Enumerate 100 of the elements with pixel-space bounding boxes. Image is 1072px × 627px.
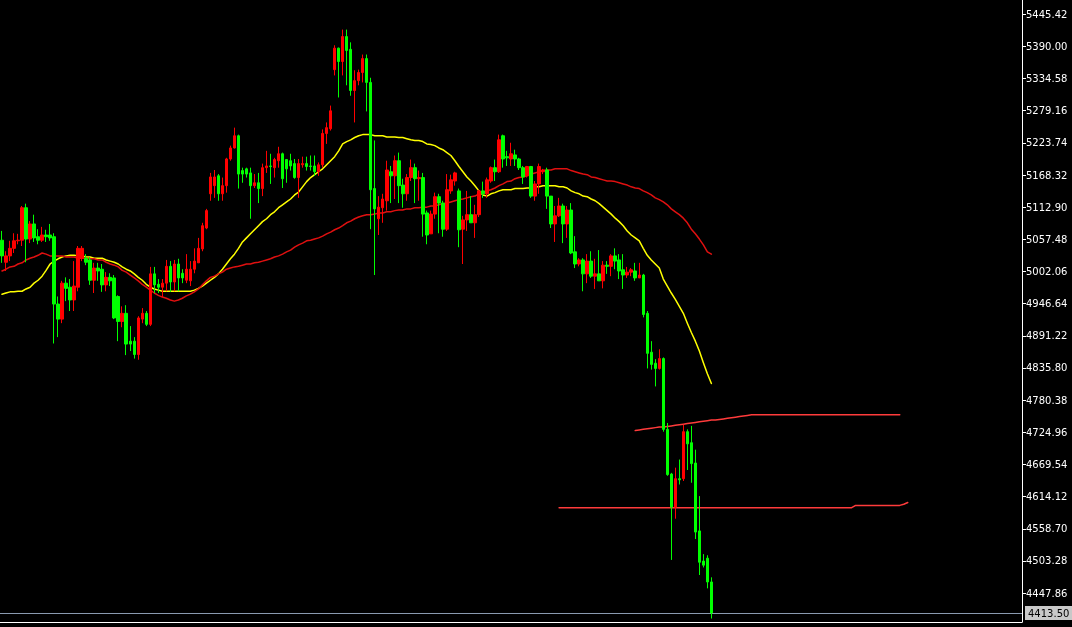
candlestick <box>609 253 613 277</box>
candlestick <box>501 134 505 169</box>
candlestick <box>68 278 72 312</box>
y-tick-label: 4447.86 <box>1026 587 1068 599</box>
y-tick-label: 4503.28 <box>1026 555 1068 567</box>
y-tick-label: 4558.70 <box>1026 523 1068 535</box>
candlestick <box>445 173 449 232</box>
candlestick <box>509 142 513 167</box>
y-tick-label: 5334.58 <box>1026 73 1068 85</box>
y-tick-label: 4835.80 <box>1026 362 1068 374</box>
y-tick-label: 5445.42 <box>1026 8 1068 20</box>
candlestick <box>377 195 380 236</box>
candlestick <box>237 134 240 190</box>
candlestick <box>104 271 108 292</box>
line-series <box>1 168 713 302</box>
candlestick <box>32 214 36 243</box>
candlestick <box>605 260 609 275</box>
candlestick <box>88 256 92 286</box>
candlestick <box>389 165 393 204</box>
candlestick <box>40 226 44 243</box>
y-tick-label: 4669.54 <box>1026 458 1068 470</box>
candlestick <box>497 134 501 174</box>
candlestick <box>341 29 344 76</box>
candlestick <box>149 266 152 327</box>
candlestick <box>525 165 529 179</box>
candlestick <box>629 267 633 277</box>
line-series <box>1 133 713 385</box>
candlestick <box>209 172 212 202</box>
candlestick <box>577 257 581 267</box>
candlestick <box>529 165 533 199</box>
candlestick <box>313 155 316 177</box>
candlestick <box>493 159 497 182</box>
candlestick <box>309 155 312 172</box>
candlestick <box>678 459 681 485</box>
candlestick <box>28 220 32 244</box>
y-tick-label: 5279.16 <box>1026 105 1068 117</box>
candlestick <box>337 47 340 98</box>
candlestick <box>145 310 148 327</box>
y-tick-label: 4780.38 <box>1026 394 1068 406</box>
candlestick <box>601 260 605 289</box>
y-tick-label: 4614.12 <box>1026 491 1068 503</box>
candlestick <box>24 203 28 263</box>
candlestick <box>481 181 485 199</box>
candlestick <box>92 262 96 294</box>
candlestick <box>297 158 300 199</box>
candlestick <box>153 266 156 294</box>
candlestick <box>585 253 589 284</box>
candlestick <box>589 250 593 279</box>
candlestick <box>638 262 641 279</box>
candlestick <box>625 266 629 279</box>
candlestick <box>213 169 216 199</box>
candlestick <box>253 173 256 189</box>
candlestick <box>120 305 124 328</box>
candlestick <box>305 156 308 172</box>
candlestick <box>581 257 585 292</box>
candlestick <box>457 188 461 248</box>
candlestick <box>249 167 252 220</box>
candlestick <box>361 54 364 83</box>
candlestick <box>561 203 565 244</box>
y-tick-label: 5168.32 <box>1026 169 1068 181</box>
y-tick-label: 5112.90 <box>1026 201 1068 213</box>
y-tick-label: 5057.48 <box>1026 233 1068 245</box>
ref-line-label: 4413.50 <box>1028 607 1070 619</box>
candlestick <box>293 158 296 180</box>
candlestick <box>169 260 172 293</box>
y-tick-label: 4946.64 <box>1026 298 1068 310</box>
candlestick <box>469 195 473 224</box>
y-tick-label: 4724.96 <box>1026 426 1068 438</box>
candlestick <box>513 149 517 167</box>
candlestick <box>173 259 176 292</box>
line-series <box>634 414 901 432</box>
candlestick <box>417 170 421 202</box>
candlestick <box>177 258 180 292</box>
candlestick <box>437 193 441 234</box>
candlestick <box>593 258 597 290</box>
candlestick <box>100 263 104 293</box>
candlestick <box>333 44 336 76</box>
candlestick <box>658 348 661 371</box>
y-tick-label: 5223.74 <box>1026 137 1068 149</box>
candlestick <box>269 153 272 185</box>
candlestick <box>597 249 601 282</box>
candlestick <box>397 152 401 204</box>
candlestick <box>257 172 260 204</box>
candlestick <box>674 467 677 520</box>
y-tick-label: 4891.22 <box>1026 330 1068 342</box>
candlestick <box>60 280 64 324</box>
candlestick <box>185 253 188 284</box>
candlestick <box>682 424 685 482</box>
candlestick <box>413 163 417 204</box>
candlestick <box>124 304 128 356</box>
candlestick <box>0 230 4 264</box>
candlestick <box>217 173 220 202</box>
candlestick <box>393 155 397 200</box>
candlestick <box>621 253 625 290</box>
y-tick-label: 5390.00 <box>1026 40 1068 52</box>
candlestick <box>281 152 284 189</box>
candlestick <box>633 262 637 282</box>
candlestick <box>565 205 569 239</box>
y-tick-label: 5002.06 <box>1026 266 1068 278</box>
candlestick <box>20 205 24 247</box>
